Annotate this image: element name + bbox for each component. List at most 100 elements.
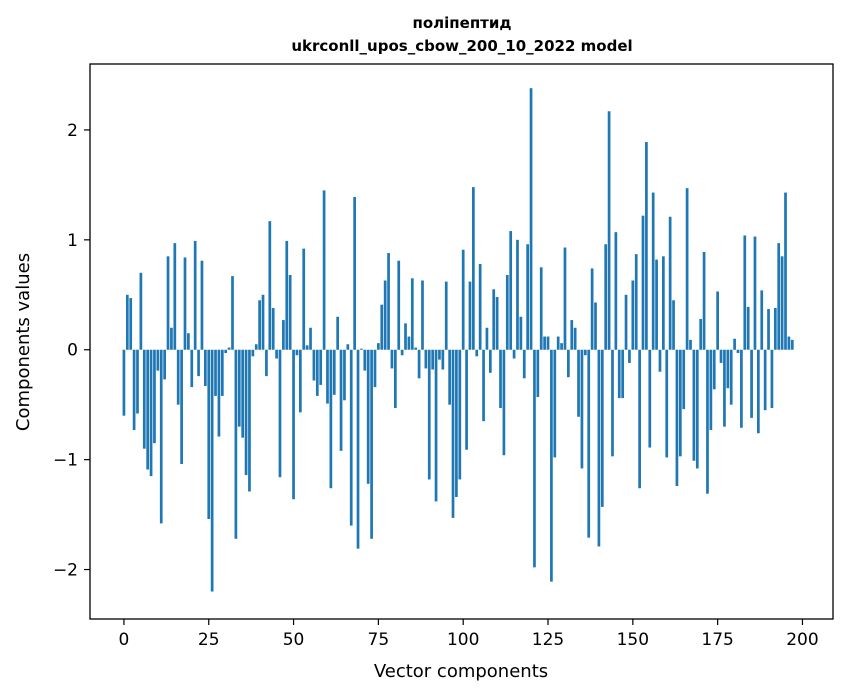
bar — [227, 347, 231, 350]
bar — [427, 349, 431, 480]
bar — [746, 306, 750, 350]
bar — [634, 254, 638, 350]
bar — [312, 349, 316, 381]
y-tick-label: 0 — [67, 341, 78, 361]
bar — [285, 240, 289, 350]
bar — [509, 231, 513, 350]
bars-group — [122, 88, 794, 592]
bar — [125, 294, 129, 350]
bar — [526, 244, 530, 350]
x-tick-label: 200 — [786, 630, 818, 650]
bar — [329, 349, 333, 489]
bar — [417, 349, 421, 379]
bar — [499, 349, 502, 408]
bar — [421, 280, 424, 350]
bar — [159, 349, 163, 524]
x-tick-label: 75 — [368, 630, 390, 650]
bar — [197, 349, 200, 377]
y-tick-label: −2 — [53, 561, 78, 581]
bar — [658, 349, 662, 372]
bar — [570, 320, 574, 350]
bar — [444, 281, 448, 350]
bar — [492, 289, 496, 350]
bar — [773, 307, 777, 350]
bar — [475, 349, 479, 357]
bar — [163, 349, 166, 380]
bar — [356, 349, 360, 549]
bar — [146, 349, 150, 470]
bar — [628, 349, 631, 363]
bar — [200, 260, 204, 350]
bar — [190, 349, 194, 388]
bar — [438, 349, 441, 360]
bar — [465, 349, 468, 450]
y-axis-label: Components values — [13, 253, 34, 431]
bar — [709, 349, 713, 430]
bar — [472, 187, 475, 350]
bar — [139, 272, 143, 350]
x-axis-label: Vector components — [374, 661, 548, 682]
bar — [604, 244, 608, 350]
y-tick-label: −1 — [53, 451, 78, 471]
bar — [166, 256, 170, 350]
bar — [678, 349, 682, 457]
bar — [377, 343, 380, 350]
bar — [536, 349, 540, 397]
bar — [553, 349, 557, 458]
bar — [136, 349, 139, 414]
bar — [655, 259, 658, 350]
bar — [651, 192, 655, 350]
bar — [455, 349, 458, 498]
bar — [410, 278, 414, 350]
bar — [567, 349, 570, 378]
bar — [234, 349, 238, 539]
bar — [366, 349, 370, 484]
bar — [241, 349, 245, 438]
x-ticks: 0 25 50 75 100 125 150 175 200 — [119, 619, 819, 650]
bar — [244, 349, 248, 476]
bar — [556, 336, 560, 350]
bar — [560, 343, 563, 350]
bar — [332, 349, 336, 395]
bar — [278, 349, 282, 478]
bar — [217, 349, 221, 437]
bar — [261, 294, 265, 350]
bar — [349, 349, 353, 526]
bar — [360, 348, 363, 350]
bar — [502, 349, 506, 456]
bar — [407, 336, 411, 350]
bar — [607, 111, 611, 350]
bar — [631, 280, 635, 350]
bar — [777, 243, 781, 350]
x-tick-label: 50 — [283, 630, 305, 650]
bar — [600, 349, 604, 507]
bar — [587, 349, 591, 538]
bar — [685, 188, 689, 350]
bar — [543, 336, 546, 350]
bar — [563, 247, 567, 350]
bar — [458, 349, 462, 480]
bar — [712, 349, 716, 390]
bar — [689, 339, 692, 350]
bar — [668, 216, 672, 350]
bar — [142, 349, 146, 449]
bar — [122, 349, 126, 416]
bar — [271, 307, 275, 350]
bar — [770, 349, 774, 408]
bar — [675, 349, 679, 487]
bar — [393, 349, 397, 408]
bar — [315, 349, 319, 396]
y-tick-label: 2 — [67, 121, 78, 141]
bar — [258, 300, 261, 350]
bar — [780, 256, 784, 350]
y-tick-label: 1 — [67, 231, 78, 251]
bar — [336, 316, 340, 350]
bar — [522, 349, 526, 379]
bar — [176, 349, 180, 405]
bar — [729, 349, 733, 405]
plot-frame — [89, 63, 834, 620]
bar — [224, 349, 228, 354]
bar — [180, 349, 183, 465]
bar — [265, 349, 268, 377]
x-tick-label: 25 — [198, 630, 220, 650]
